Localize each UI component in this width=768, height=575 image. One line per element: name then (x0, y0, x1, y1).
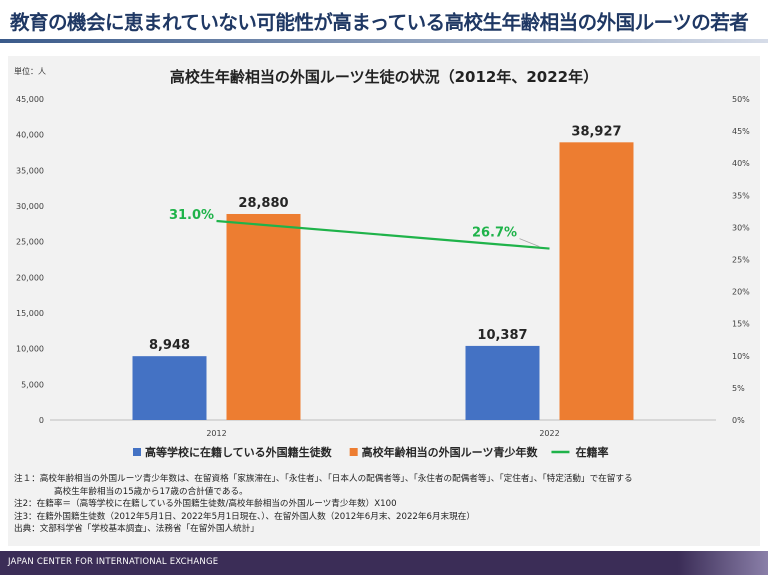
title-rule (0, 39, 768, 43)
y-tick-label: 20,000 (16, 273, 44, 282)
legend-swatch (133, 448, 141, 456)
y-tick-label: 10,000 (16, 345, 44, 354)
y2-tick-label: 50% (732, 95, 750, 104)
bar (226, 213, 301, 420)
note-1: 注１：高校年齢相当の外国ルーツ青少年数は、在留資格「家族滞在」、「永住者」、「日… (14, 474, 633, 484)
chart-title: 高校生年齢相当の外国ルーツ生徒の状況（2012年、2022年） (169, 68, 599, 86)
footer-accent (678, 551, 768, 575)
y-tick-label: 35,000 (16, 166, 44, 175)
y2-tick-label: 45% (732, 127, 750, 136)
y2-tick-label: 30% (732, 223, 750, 232)
bar (465, 345, 540, 420)
y2-tick-label: 25% (732, 256, 750, 265)
bar-data-label: 38,927 (571, 124, 621, 139)
note-2: 注2：在籍率＝（高等学校に在籍している外国籍生徒数/高校年齢相当の外国ルーツ青少… (14, 499, 397, 510)
footer-org-name: JAPAN CENTER FOR INTERNATIONAL EXCHANGE (8, 557, 219, 567)
legend-label: 在籍率 (575, 445, 608, 459)
bar (132, 356, 207, 420)
y2-tick-label: 5% (732, 384, 745, 393)
y-tick-label: 15,000 (16, 309, 44, 318)
y-tick-label: 30,000 (16, 202, 44, 211)
unit-label: 単位：人 (14, 67, 46, 76)
y2-tick-label: 0% (732, 416, 745, 425)
y2-tick-label: 15% (732, 320, 750, 329)
y-tick-label: 5,000 (21, 380, 44, 389)
y2-tick-label: 40% (732, 159, 750, 168)
y-tick-label: 40,000 (16, 131, 44, 140)
slide-title: 教育の機会に恵まれていない可能性が高まっている高校生年齢相当の外国ルーツの若者 (10, 11, 749, 34)
note-3: 注3：在籍外国籍生徒数（2012年5月1日、2022年5月1日現在、）、在留外国… (14, 511, 475, 522)
y2-tick-label: 20% (732, 288, 750, 297)
x-tick-label: 2022 (539, 429, 559, 438)
y2-tick-label: 35% (732, 191, 750, 200)
source-note: 出典：文部科学省「学校基本調査」、法務省「在留外国人統計」 (14, 524, 259, 535)
footer-bar: JAPAN CENTER FOR INTERNATIONAL EXCHANGE (0, 551, 768, 575)
x-tick-label: 2012 (206, 429, 226, 438)
note-1-continued: 高校生年齢相当の15歳から17歳の合計値である。 (54, 486, 248, 497)
rate-line (216, 219, 550, 250)
bar-data-label: 8,948 (149, 338, 190, 353)
line-data-label: 26.7% (472, 226, 517, 241)
legend-label: 高等学校に在籍している外国籍生徒数 (145, 445, 333, 459)
legend-label: 高校年齢相当の外国ルーツ青少年数 (362, 445, 539, 459)
y-tick-label: 25,000 (16, 238, 44, 247)
bar (559, 142, 634, 420)
y2-tick-label: 10% (732, 352, 750, 361)
chart-panel (8, 56, 760, 546)
data-label-leader (519, 238, 540, 247)
y-tick-label: 0 (39, 416, 44, 425)
bar-data-label: 28,880 (238, 196, 288, 211)
line-data-label: 31.0% (169, 208, 214, 223)
notes: 注１：高校年齢相当の外国ルーツ青少年数は、在留資格「家族滞在」、「永住者」、「日… (14, 473, 754, 536)
y-tick-label: 45,000 (16, 95, 44, 104)
legend-swatch (349, 448, 358, 456)
bar-data-label: 10,387 (477, 328, 527, 343)
